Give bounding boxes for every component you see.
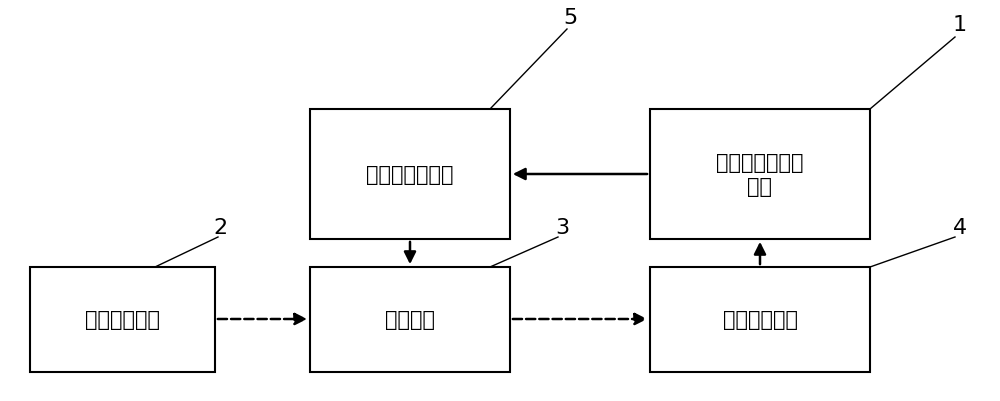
Bar <box>30 267 215 372</box>
Text: 原子钟控制电路
系统: 原子钟控制电路 系统 <box>716 153 804 196</box>
Text: 3: 3 <box>555 217 569 237</box>
Text: 物理系统: 物理系统 <box>385 310 435 330</box>
Bar <box>310 267 510 372</box>
Text: 5: 5 <box>563 8 577 28</box>
Text: 1: 1 <box>953 15 967 35</box>
Text: 4: 4 <box>953 217 967 237</box>
Bar <box>310 110 510 239</box>
Text: 2: 2 <box>213 217 227 237</box>
Text: 微波脉冲合成器: 微波脉冲合成器 <box>366 164 454 184</box>
Bar <box>650 267 870 372</box>
Bar <box>650 110 870 239</box>
Text: 第一光学系统: 第一光学系统 <box>85 310 160 330</box>
Text: 第二光学系统: 第二光学系统 <box>722 310 798 330</box>
